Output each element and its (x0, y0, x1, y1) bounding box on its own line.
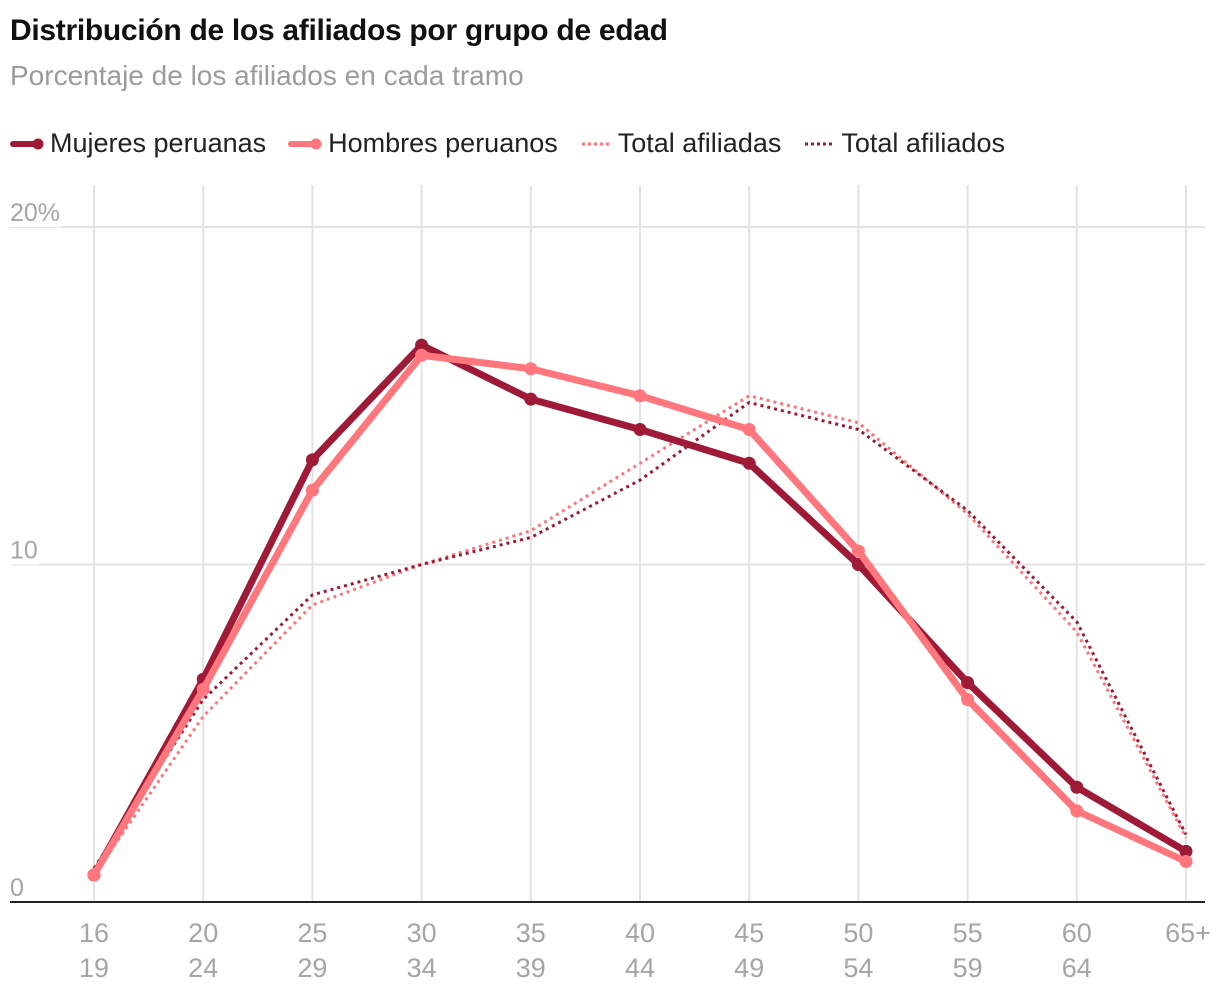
legend-label-total-afiliadas: Total afiliadas (617, 128, 782, 158)
x-tick-label-bottom-9: 64 (1062, 953, 1092, 983)
legend-label-hombres-peruanos: Hombres peruanos (328, 128, 558, 158)
x-tick-label-top-9: 60 (1062, 918, 1092, 948)
x-tick-label-top-5: 40 (625, 918, 655, 948)
legend-marker-mujeres-peruanas (10, 138, 44, 149)
x-tick-label-top-7: 50 (843, 918, 873, 948)
legend-item-hombres-peruanos: Hombres peruanos (288, 128, 558, 159)
y-tick-label-bg-0 (9, 874, 25, 902)
x-tick-label-bottom-6: 49 (734, 953, 764, 983)
data-point-hombres-peruanos-5 (633, 389, 647, 403)
data-point-hombres-peruanos-7 (851, 544, 865, 558)
series-line-total-afiliados (92, 401, 1188, 870)
chart-legend: Mujeres peruanas Hombres peruanos Total … (10, 128, 1027, 159)
x-tick-label-bottom-4: 39 (516, 953, 546, 983)
data-point-hombres-peruanos-10 (1179, 855, 1193, 868)
data-point-mujeres-peruanas-8 (961, 676, 975, 690)
data-point-mujeres-peruanas-3 (415, 338, 429, 352)
legend-marker-total-afiliadas (581, 142, 610, 145)
x-tick-label-bottom-5: 44 (625, 953, 655, 983)
data-point-hombres-peruanos-3 (415, 348, 429, 362)
x-tick-label-top-1: 20 (188, 918, 218, 948)
x-tick-label-top-8: 55 (953, 918, 983, 948)
y-tick-label-0: 0 (10, 874, 24, 902)
legend-item-total-afiliadas: Total afiliadas (580, 128, 782, 159)
data-point-hombres-peruanos-4 (524, 362, 538, 376)
series-line-total-afiliadas (92, 394, 1188, 876)
data-point-mujeres-peruanas-6 (742, 456, 756, 470)
x-tick-label-top-6: 45 (734, 918, 764, 948)
y-tick-label-bg-10 (9, 536, 39, 565)
x-tick-label-bottom-8: 59 (953, 953, 983, 983)
data-point-mujeres-peruanas-2 (305, 453, 319, 467)
data-point-hombres-peruanos-1 (196, 682, 210, 696)
legend-item-total-afiliados: Total afiliados (803, 128, 1005, 159)
data-point-hombres-peruanos-2 (305, 483, 319, 497)
x-tick-label-bottom-3: 34 (407, 953, 437, 983)
x-tick-label-top-0: 16 (79, 918, 109, 948)
x-tick-label-bottom-2: 29 (297, 953, 327, 983)
data-point-mujeres-peruanas-4 (524, 392, 538, 406)
data-point-mujeres-peruanas-10 (1179, 844, 1193, 858)
legend-label-mujeres-peruanas: Mujeres peruanas (50, 128, 267, 158)
x-tick-label-bottom-1: 24 (188, 953, 218, 983)
y-tick-label-20: 20% (10, 199, 60, 227)
data-point-mujeres-peruanas-5 (633, 423, 647, 436)
x-tick-label-bottom-7: 54 (843, 953, 873, 983)
x-tick-label-top-3: 30 (407, 918, 437, 948)
data-point-hombres-peruanos-6 (742, 423, 756, 436)
legend-item-mujeres-peruanas: Mujeres peruanas (10, 128, 266, 159)
legend-marker-total-afiliados (805, 142, 834, 145)
x-tick-label-top-10: 65+ (1165, 918, 1211, 948)
data-point-hombres-peruanos-0 (87, 868, 101, 882)
data-point-hombres-peruanos-9 (1070, 804, 1084, 818)
x-tick-label-bottom-0: 19 (79, 953, 109, 983)
data-point-hombres-peruanos-8 (961, 693, 975, 706)
chart-subtitle: Porcentaje de los afiliados en cada tram… (10, 60, 524, 91)
y-tick-label-bg-20 (9, 199, 62, 227)
x-tick-label-top-2: 25 (297, 918, 327, 948)
x-tick-label-top-4: 35 (516, 918, 546, 948)
y-tick-label-10: 10 (10, 537, 38, 565)
legend-label-total-afiliados: Total afiliados (841, 128, 1005, 158)
chart-title: Distribución de los afiliados por grupo … (10, 14, 668, 47)
legend-marker-hombres-peruanos (288, 138, 322, 149)
data-point-mujeres-peruanas-9 (1070, 780, 1084, 794)
